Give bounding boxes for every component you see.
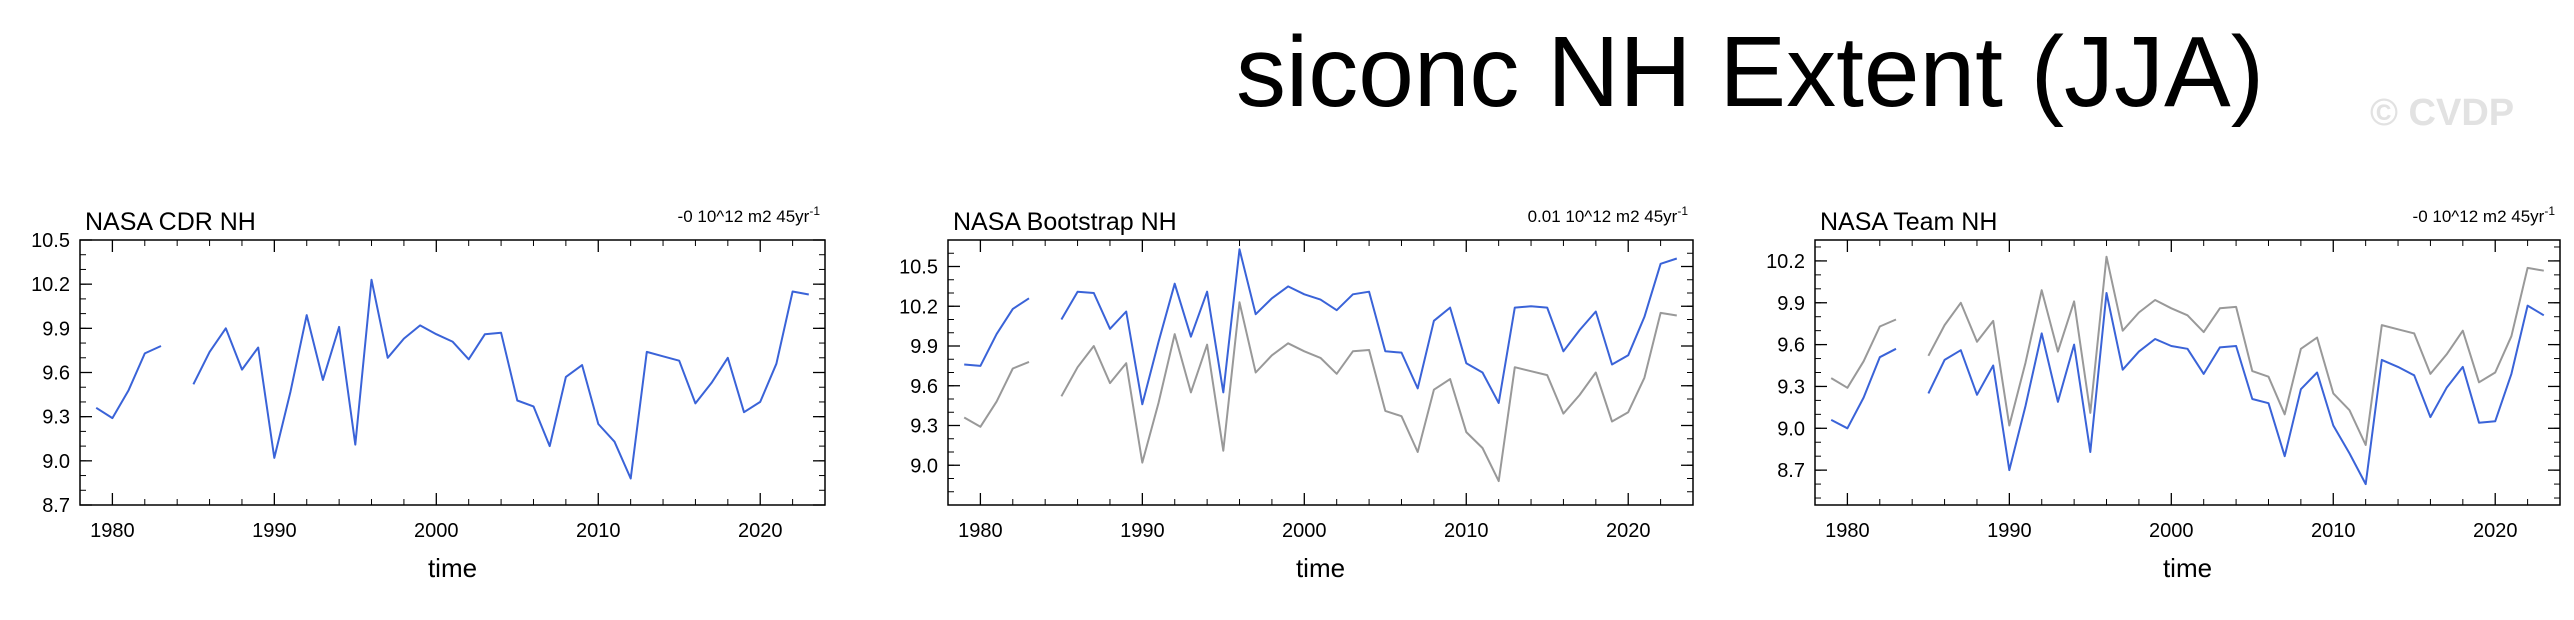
series-line-reference	[1830, 255, 2544, 446]
y-tick-label: 9.3	[1777, 376, 1805, 398]
y-tick-label: 8.7	[42, 495, 70, 517]
series-line-reference	[963, 301, 1677, 483]
plot-frame	[1814, 239, 2561, 506]
x-axis-label: time	[428, 553, 477, 583]
y-tick-label: 10.5	[899, 257, 938, 279]
x-tick-label: 2020	[2473, 520, 2518, 542]
x-tick-label: 1990	[1120, 520, 1165, 542]
x-tick-label: 2000	[414, 520, 459, 542]
x-tick-label: 1980	[958, 520, 1003, 542]
x-tick-label: 2010	[576, 520, 621, 542]
series-line-primary	[95, 278, 809, 480]
panel-title: NASA Team NH	[1820, 208, 1997, 236]
x-tick-label: 2020	[1606, 520, 1651, 542]
trend-label-superscript: -1	[2544, 204, 2555, 218]
trend-label-text: -0 10^12 m2 45yr	[678, 207, 810, 226]
y-tick-label: 9.0	[910, 455, 938, 477]
x-tick-label: 1980	[1825, 520, 1870, 542]
panel-title: NASA Bootstrap NH	[953, 208, 1177, 236]
y-tick-label: 9.3	[910, 416, 938, 438]
x-tick-label: 1990	[252, 520, 297, 542]
panel-nasa-team-nh: NASA Team NH -0 10^12 m2 45yr-1 8.7 9.0 9.3 9…	[1766, 204, 2561, 583]
x-tick-label: 1990	[1987, 520, 2032, 542]
x-axis-label: time	[1296, 553, 1345, 583]
y-tick-label: 9.3	[42, 407, 70, 429]
y-tick-label: 10.2	[31, 274, 70, 296]
y-tick-label: 10.5	[31, 230, 70, 252]
x-tick-label: 2010	[2311, 520, 2356, 542]
trend-label-text: -0 10^12 m2 45yr	[2413, 207, 2545, 226]
plot-frame	[79, 239, 826, 506]
y-tick-label: 9.9	[910, 336, 938, 358]
trend-label: -0 10^12 m2 45yr-1	[678, 204, 821, 226]
x-tick-label: 2000	[1282, 520, 1327, 542]
plot-frame	[947, 239, 1694, 506]
x-tick-label: 2020	[738, 520, 783, 542]
x-tick-label: 2010	[1444, 520, 1489, 542]
figure-title: siconc NH Extent (JJA)	[1235, 16, 2265, 128]
y-tick-label: 9.9	[42, 318, 70, 340]
x-axis-label: time	[2163, 553, 2212, 583]
trend-label-superscript: -1	[809, 204, 820, 218]
trend-label: -0 10^12 m2 45yr-1	[2413, 204, 2556, 226]
x-tick-label: 1980	[90, 520, 135, 542]
y-tick-label: 9.6	[910, 376, 938, 398]
trend-label-text: 0.01 10^12 m2 45yr	[1528, 207, 1678, 226]
x-tick-label: 2000	[2149, 520, 2194, 542]
watermark: © CVDP	[2370, 92, 2515, 134]
trend-label: 0.01 10^12 m2 45yr-1	[1528, 204, 1689, 226]
panel-nasa-bootstrap-nh: NASA Bootstrap NH 0.01 10^12 m2 45yr-1 9.0…	[899, 204, 1694, 583]
y-tick-label: 9.0	[1777, 418, 1805, 440]
y-tick-label: 10.2	[899, 296, 938, 318]
y-tick-label: 9.0	[42, 451, 70, 473]
y-tick-label: 9.6	[1777, 335, 1805, 357]
y-tick-label: 9.9	[1777, 293, 1805, 315]
y-tick-label: 10.2	[1766, 251, 1805, 273]
panel-nasa-cdr-nh: NASA CDR NH -0 10^12 m2 45yr-1 8.7 9.0 9.3 9.…	[31, 204, 826, 583]
series-line-primary	[1830, 292, 2545, 486]
y-tick-label: 8.7	[1777, 460, 1805, 482]
panel-title: NASA CDR NH	[85, 208, 256, 236]
trend-label-superscript: -1	[1677, 204, 1688, 218]
series-line-primary	[964, 248, 1678, 406]
y-tick-label: 9.6	[42, 363, 70, 385]
